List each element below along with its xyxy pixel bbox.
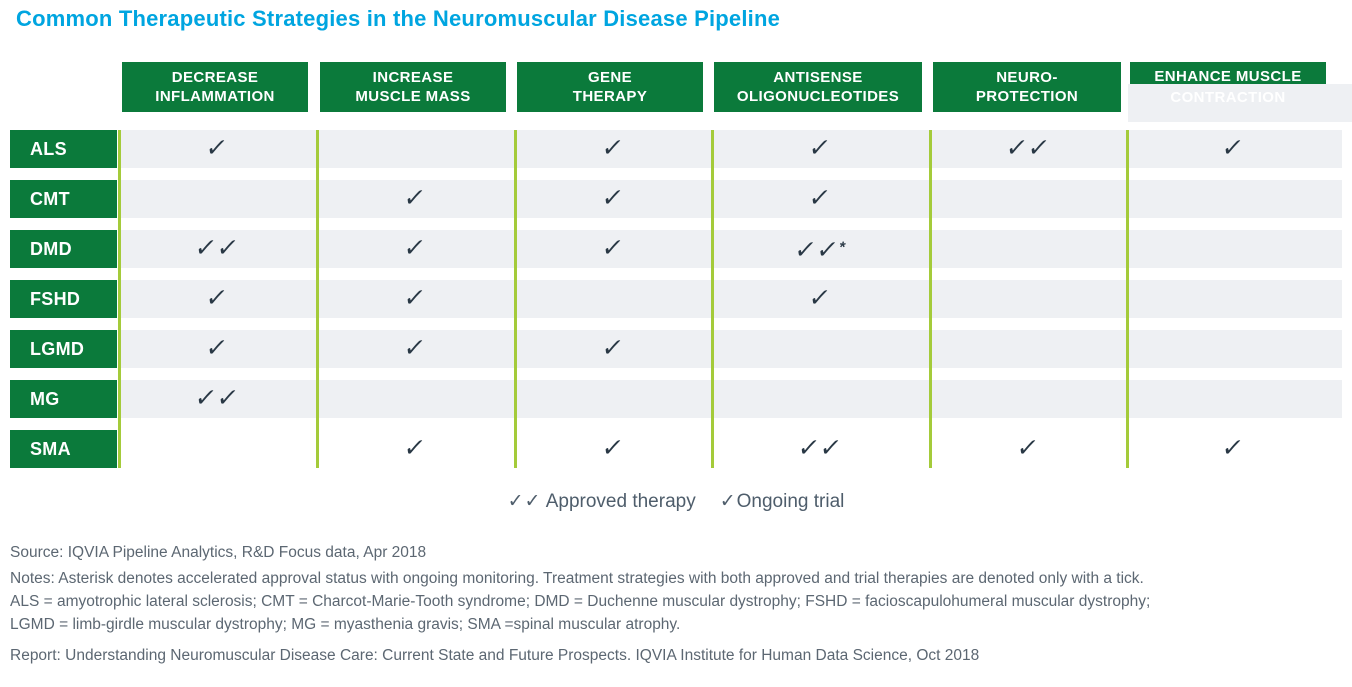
check-cell-sma-col2: ✓: [401, 434, 429, 462]
column-header-1: DECREASE INFLAMMATION: [122, 62, 308, 112]
row-band-fshd: [118, 280, 1342, 318]
check-cell-als-col6: ✓: [1219, 134, 1247, 162]
check-cell-als-col4: ✓: [806, 134, 834, 162]
row-label-dmd: DMD: [10, 230, 117, 268]
row-label-als: ALS: [10, 130, 117, 168]
check-cell-als-col3: ✓: [599, 134, 627, 162]
check-cell-mg-col1: ✓✓: [192, 384, 242, 412]
row-band-dmd: [118, 230, 1342, 268]
legend-ongoing: ✓Ongoing trial: [720, 491, 845, 512]
check-cell-sma-col4: ✓✓: [795, 434, 845, 462]
row-band-als: [118, 130, 1342, 168]
column-header-4: ANTISENSE OLIGONUCLEOTIDES: [714, 62, 922, 112]
check-cell-cmt-col4: ✓: [806, 184, 834, 212]
check-cell-dmd-col1: ✓✓: [192, 234, 242, 262]
legend: ✓✓ Approved therapy ✓Ongoing trial: [0, 490, 1352, 513]
check-cell-als-col5: ✓✓: [1003, 134, 1053, 162]
row-label-cmt: CMT: [10, 180, 117, 218]
check-cell-lgmd-col1: ✓: [203, 334, 231, 362]
check-cell-lgmd-col2: ✓: [401, 334, 429, 362]
column-header-3: GENE THERAPY: [517, 62, 703, 112]
check-cell-sma-col5: ✓: [1014, 434, 1042, 462]
figure-title: Common Therapeutic Strategies in the Neu…: [16, 6, 781, 31]
column-divider-5: [929, 130, 932, 468]
report-note: Report: Understanding Neuromuscular Dise…: [10, 647, 980, 664]
check-cell-dmd-col4: ✓✓*: [792, 236, 847, 264]
check-cell-cmt-col2: ✓: [401, 184, 429, 212]
check-cell-als-col1: ✓: [203, 134, 231, 162]
source-note: Source: IQVIA Pipeline Analytics, R&D Fo…: [10, 544, 427, 561]
check-cell-dmd-col3: ✓: [599, 234, 627, 262]
column-divider-3: [514, 130, 517, 468]
column-header-6: ENHANCE MUSCLE CONTRACTION: [1128, 62, 1352, 122]
check-cell-fshd-col1: ✓: [203, 284, 231, 312]
approved-check-icon: ✓✓: [507, 491, 542, 512]
check-cell-lgmd-col3: ✓: [599, 334, 627, 362]
check-cell-fshd-col2: ✓: [401, 284, 429, 312]
column-divider-2: [316, 130, 319, 468]
row-band-mg: [118, 380, 1342, 418]
notes-line-2: ALS = amyotrophic lateral sclerosis; CMT…: [10, 593, 1151, 610]
row-label-fshd: FSHD: [10, 280, 117, 318]
check-cell-sma-col3: ✓: [599, 434, 627, 462]
notes-line-1: Notes: Asterisk denotes accelerated appr…: [10, 570, 1144, 587]
column-divider-6: [1126, 130, 1129, 468]
row-band-lgmd: [118, 330, 1342, 368]
check-cell-cmt-col3: ✓: [599, 184, 627, 212]
ongoing-check-icon: ✓: [719, 491, 737, 512]
notes-line-3: LGMD = limb-girdle muscular dystrophy; M…: [10, 616, 681, 633]
check-cell-fshd-col4: ✓: [806, 284, 834, 312]
column-header-2: INCREASE MUSCLE MASS: [320, 62, 506, 112]
row-label-sma: SMA: [10, 430, 117, 468]
header-line-1: ENHANCE MUSCLE: [1154, 68, 1302, 85]
row-band-cmt: [118, 180, 1342, 218]
header-gray-overlay: [1128, 84, 1352, 122]
legend-approved-label: Approved therapy: [541, 491, 696, 512]
legend-approved: ✓✓ Approved therapy: [508, 491, 696, 512]
column-header-5: NEURO- PROTECTION: [933, 62, 1121, 112]
legend-ongoing-label: Ongoing trial: [736, 491, 845, 512]
column-divider-1: [118, 130, 121, 468]
column-divider-4: [711, 130, 714, 468]
row-label-lgmd: LGMD: [10, 330, 117, 368]
check-cell-sma-col6: ✓: [1219, 434, 1247, 462]
header-line-2: CONTRACTION: [1170, 89, 1286, 106]
check-cell-dmd-col2: ✓: [401, 234, 429, 262]
row-label-mg: MG: [10, 380, 117, 418]
